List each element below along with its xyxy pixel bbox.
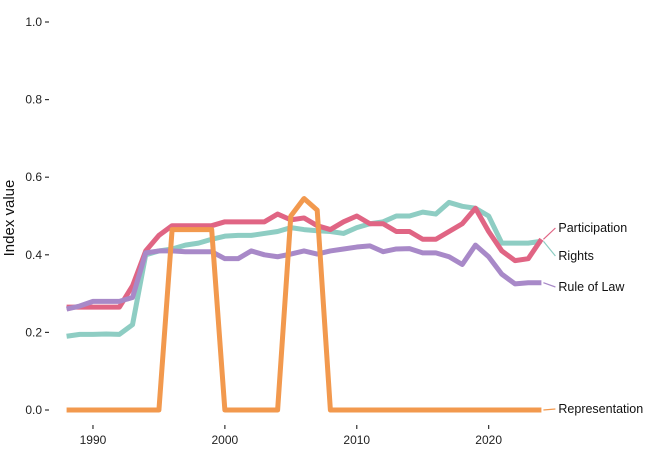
x-tick-label: 1990 bbox=[80, 433, 107, 447]
x-tick-label: 2020 bbox=[475, 433, 502, 447]
series-label-layer: Rights Participation Rule of Law Representa… bbox=[542, 221, 643, 416]
y-tick-label: 1.0 bbox=[25, 15, 42, 29]
series-label-rule-of-law: Rule of Law bbox=[558, 280, 625, 294]
y-tick-label: 0.8 bbox=[25, 93, 42, 107]
y-tick-label: 0.2 bbox=[25, 325, 42, 339]
series-line-rule-of-law bbox=[66, 242, 542, 312]
series-leader-representation bbox=[543, 408, 556, 411]
y-axis: 0.0 0.2 0.4 0.6 0.8 1.0 bbox=[25, 15, 49, 417]
y-tick-label: 0.0 bbox=[25, 403, 42, 417]
series-layer bbox=[66, 196, 544, 413]
y-tick-label: 0.6 bbox=[25, 170, 42, 184]
series-label-participation: Participation bbox=[558, 221, 627, 235]
y-axis-title: Index value bbox=[1, 180, 18, 257]
series-label-representation: Representation bbox=[558, 402, 643, 416]
x-axis: 1990 2000 2010 2020 bbox=[80, 425, 502, 447]
series-label-rights: Rights bbox=[558, 249, 593, 263]
x-tick-label: 2010 bbox=[343, 433, 370, 447]
x-tick-label: 2000 bbox=[212, 433, 239, 447]
series-leader-rights bbox=[542, 240, 556, 257]
series-leader-participation bbox=[542, 227, 556, 240]
y-tick-label: 0.4 bbox=[25, 248, 42, 262]
series-leader-rule-of-law bbox=[543, 282, 556, 288]
series-line-representation bbox=[66, 196, 542, 413]
